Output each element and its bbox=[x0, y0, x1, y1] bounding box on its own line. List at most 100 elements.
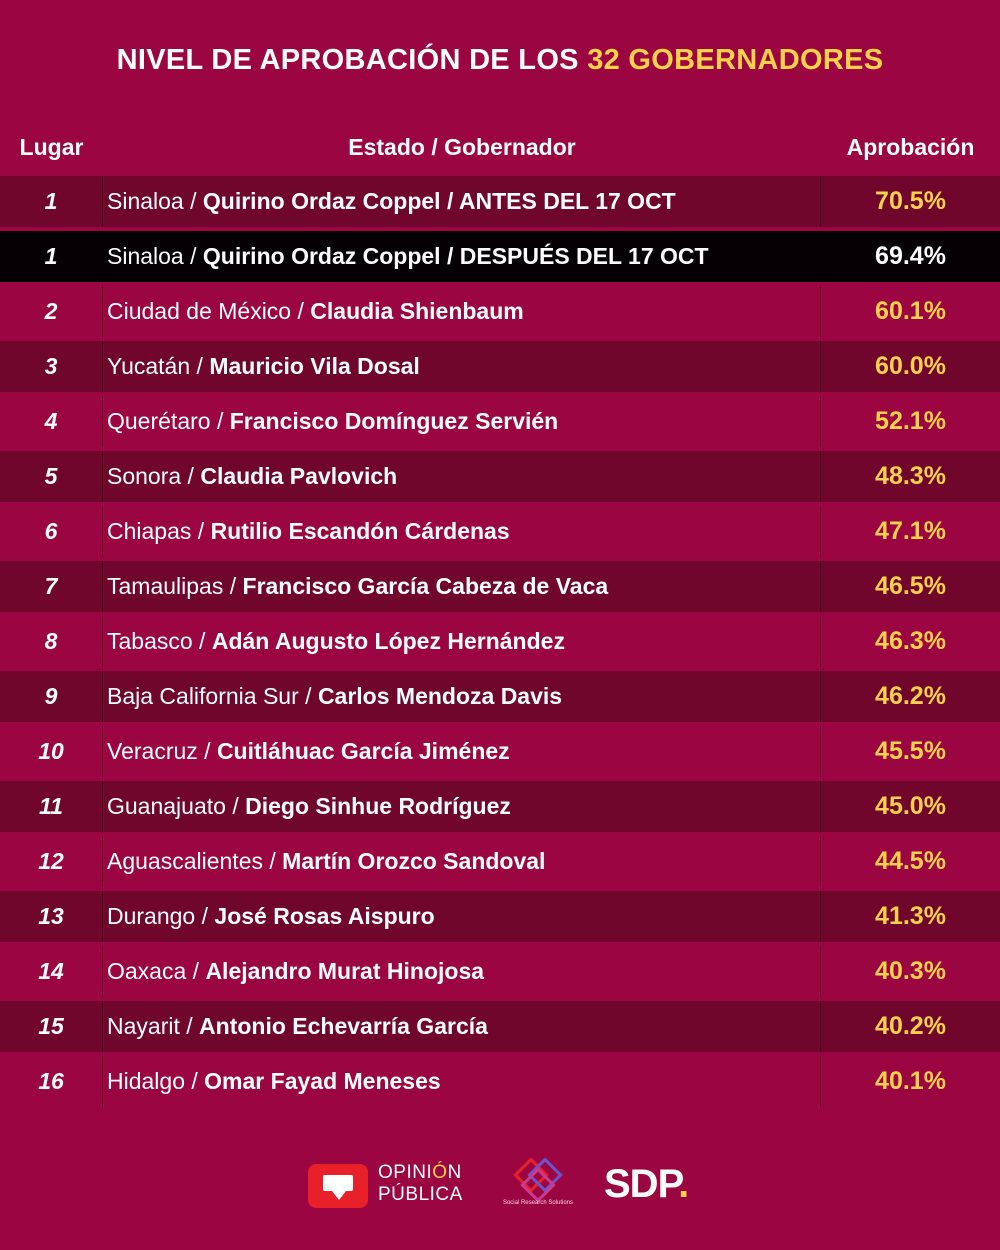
separator: / bbox=[190, 353, 210, 379]
state-governor-cell: Yucatán / Mauricio Vila Dosal bbox=[103, 341, 821, 392]
state-governor-cell: Durango / José Rosas Aispuro bbox=[103, 891, 821, 942]
separator: / bbox=[181, 463, 201, 489]
rank-cell: 9 bbox=[0, 671, 103, 722]
rank-cell: 8 bbox=[0, 616, 103, 667]
state-governor-cell: Baja California Sur / Carlos Mendoza Dav… bbox=[103, 671, 821, 722]
state-governor-cell: Tabasco / Adán Augusto López Hernández bbox=[103, 616, 821, 667]
rank-cell: 2 bbox=[0, 286, 103, 337]
approval-cell: 46.5% bbox=[875, 572, 946, 600]
rank-cell: 14 bbox=[0, 946, 103, 997]
table-row: 8 Tabasco / Adán Augusto López Hernández 4… bbox=[0, 616, 1000, 667]
separator: / bbox=[183, 243, 203, 269]
state-governor-cell: Querétaro / Francisco Domínguez Servién bbox=[103, 396, 821, 447]
state-governor-cell: Veracruz / Cuitláhuac García Jiménez bbox=[103, 726, 821, 777]
approval-cell: 70.5% bbox=[875, 187, 946, 215]
approval-cell: 40.2% bbox=[875, 1012, 946, 1040]
governor-name: José Rosas Aispuro bbox=[214, 903, 435, 929]
state-name: Chiapas bbox=[107, 518, 192, 544]
ranking-table: 1 Sinaloa / Quirino Ordaz Coppel / ANTES … bbox=[0, 176, 1000, 1111]
speech-bubble-icon bbox=[308, 1164, 368, 1208]
state-name: Veracruz bbox=[107, 738, 198, 764]
governor-name: Omar Fayad Meneses bbox=[204, 1068, 441, 1094]
state-governor-cell: Sinaloa / Quirino Ordaz Coppel / ANTES D… bbox=[103, 176, 821, 227]
separator: / bbox=[179, 1013, 200, 1039]
table-row: 2 Ciudad de México / Claudia Shienbaum 60.… bbox=[0, 286, 1000, 337]
approval-cell: 40.3% bbox=[875, 957, 946, 985]
state-name: Baja California Sur bbox=[107, 683, 299, 709]
table-row: 6 Chiapas / Rutilio Escandón Cárdenas 47.1… bbox=[0, 506, 1000, 557]
approval-cell: 60.1% bbox=[875, 297, 946, 325]
approval-cell: 45.5% bbox=[875, 737, 946, 765]
state-name: Guanajuato bbox=[107, 793, 226, 819]
approval-cell: 41.3% bbox=[875, 902, 946, 930]
table-row: 4 Querétaro / Francisco Domínguez Servién… bbox=[0, 396, 1000, 447]
rank-cell: 10 bbox=[0, 726, 103, 777]
governor-name: Quirino Ordaz Coppel / ANTES DEL 17 OCT bbox=[202, 188, 676, 214]
state-name: Sinaloa bbox=[107, 243, 184, 269]
separator: / bbox=[185, 1068, 205, 1094]
state-name: Aguascalientes bbox=[107, 848, 263, 874]
state-name: Querétaro bbox=[107, 408, 211, 434]
governor-name: Rutilio Escandón Cárdenas bbox=[210, 518, 510, 544]
sdp-logo: SDP. bbox=[604, 1162, 689, 1206]
state-name: Nayarit bbox=[107, 1013, 180, 1039]
state-name: Ciudad de México bbox=[107, 298, 292, 324]
state-governor-cell: Nayarit / Antonio Echevarría García bbox=[103, 1001, 821, 1052]
table-row: 3 Yucatán / Mauricio Vila Dosal 60.0% bbox=[0, 341, 1000, 392]
governor-name: Francisco Domínguez Servién bbox=[229, 408, 559, 434]
table-row: 5 Sonora / Claudia Pavlovich 48.3% bbox=[0, 451, 1000, 502]
separator: / bbox=[183, 188, 203, 214]
state-name: Oaxaca bbox=[107, 958, 187, 984]
separator: / bbox=[186, 958, 206, 984]
table-row: 9 Baja California Sur / Carlos Mendoza Da… bbox=[0, 671, 1000, 722]
srs-caption: Social Research Solutions bbox=[502, 1200, 574, 1206]
state-governor-cell: Sinaloa / Quirino Ordaz Coppel / DESPUÉS… bbox=[103, 231, 821, 282]
governor-name: Mauricio Vila Dosal bbox=[209, 353, 420, 379]
table-row: 16 Hidalgo / Omar Fayad Meneses 40.1% bbox=[0, 1056, 1000, 1107]
separator: / bbox=[191, 518, 211, 544]
approval-cell: 44.5% bbox=[875, 847, 946, 875]
separator: / bbox=[210, 408, 230, 434]
separator: / bbox=[291, 298, 311, 324]
state-governor-cell: Ciudad de México / Claudia Shienbaum bbox=[103, 286, 821, 337]
rank-cell: 5 bbox=[0, 451, 103, 502]
state-name: Hidalgo bbox=[107, 1068, 185, 1094]
state-name: Durango bbox=[107, 903, 196, 929]
governor-name: Martín Orozco Sandoval bbox=[282, 848, 546, 874]
governor-name: Claudia Shienbaum bbox=[310, 298, 524, 324]
state-governor-cell: Guanajuato / Diego Sinhue Rodríguez bbox=[103, 781, 821, 832]
rank-cell: 1 bbox=[0, 176, 103, 227]
governor-name: Cuitláhuac García Jiménez bbox=[216, 738, 510, 764]
separator: / bbox=[223, 573, 243, 599]
governor-name: Adán Augusto López Hernández bbox=[211, 628, 565, 654]
state-name: Tabasco bbox=[107, 628, 193, 654]
header-approval: Aprobación bbox=[846, 134, 975, 160]
table-row: 14 Oaxaca / Alejandro Murat Hinojosa 40.3% bbox=[0, 946, 1000, 997]
page-title-part1: NIVEL DE APROBACIÓN DE LOS bbox=[116, 44, 588, 76]
separator: / bbox=[192, 628, 212, 654]
state-governor-cell: Aguascalientes / Martín Orozco Sandoval bbox=[103, 836, 821, 887]
state-governor-cell: Tamaulipas / Francisco García Cabeza de … bbox=[103, 561, 821, 612]
governor-name: Alejandro Murat Hinojosa bbox=[205, 958, 485, 984]
governor-name: Diego Sinhue Rodríguez bbox=[245, 793, 511, 819]
approval-cell: 45.0% bbox=[875, 792, 946, 820]
approval-cell: 60.0% bbox=[875, 352, 946, 380]
rank-cell: 3 bbox=[0, 341, 103, 392]
table-row: 11 Guanajuato / Diego Sinhue Rodríguez 45.… bbox=[0, 781, 1000, 832]
rank-cell: 12 bbox=[0, 836, 103, 887]
srs-knot-icon: Social Research Solutions bbox=[498, 1157, 578, 1214]
approval-cell: 46.2% bbox=[875, 682, 946, 710]
separator: / bbox=[197, 738, 217, 764]
governor-name: Quirino Ordaz Coppel / DESPUÉS DEL 17 OC… bbox=[202, 243, 709, 269]
table-row: 12 Aguascalientes / Martín Orozco Sandova… bbox=[0, 836, 1000, 887]
approval-cell: 46.3% bbox=[875, 627, 946, 655]
page-title-part2: 32 GOBERNADORES bbox=[587, 44, 884, 76]
governor-name: Carlos Mendoza Davis bbox=[317, 683, 563, 709]
state-name: Sinaloa bbox=[107, 188, 184, 214]
state-name: Sonora bbox=[107, 463, 182, 489]
table-header: Lugar Estado / Gobernador Aprobación bbox=[0, 126, 1000, 170]
header-rank: Lugar bbox=[19, 134, 84, 160]
rank-cell: 1 bbox=[0, 231, 103, 282]
table-row: 7 Tamaulipas / Francisco García Cabeza de… bbox=[0, 561, 1000, 612]
table-row: 13 Durango / José Rosas Aispuro 41.3% bbox=[0, 891, 1000, 942]
